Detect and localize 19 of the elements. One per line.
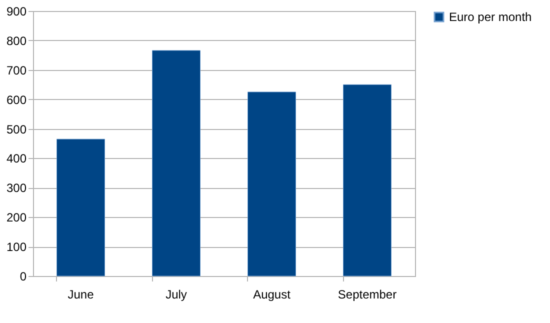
- bar: [343, 84, 392, 276]
- legend-label: Euro per month: [449, 10, 532, 24]
- bar: [152, 50, 200, 276]
- x-tick-label: September: [338, 288, 397, 302]
- bar: [56, 138, 105, 276]
- x-tick-label: June: [68, 288, 94, 302]
- y-tick-label: 400: [6, 152, 27, 166]
- y-tick-label: 0: [20, 270, 27, 284]
- y-tick-label: 800: [6, 34, 27, 48]
- y-tick-label: 600: [6, 92, 27, 107]
- y-tick-label: 100: [6, 240, 27, 254]
- y-tick-label: 700: [6, 63, 27, 78]
- x-tick-label: July: [166, 288, 187, 302]
- bar: [248, 92, 296, 276]
- y-tick-label: 200: [6, 210, 27, 225]
- x-tick-label: August: [253, 288, 292, 302]
- y-tick-label: 500: [6, 122, 27, 136]
- y-tick-label: 300: [6, 181, 27, 196]
- y-tick-label: 900: [6, 4, 27, 18]
